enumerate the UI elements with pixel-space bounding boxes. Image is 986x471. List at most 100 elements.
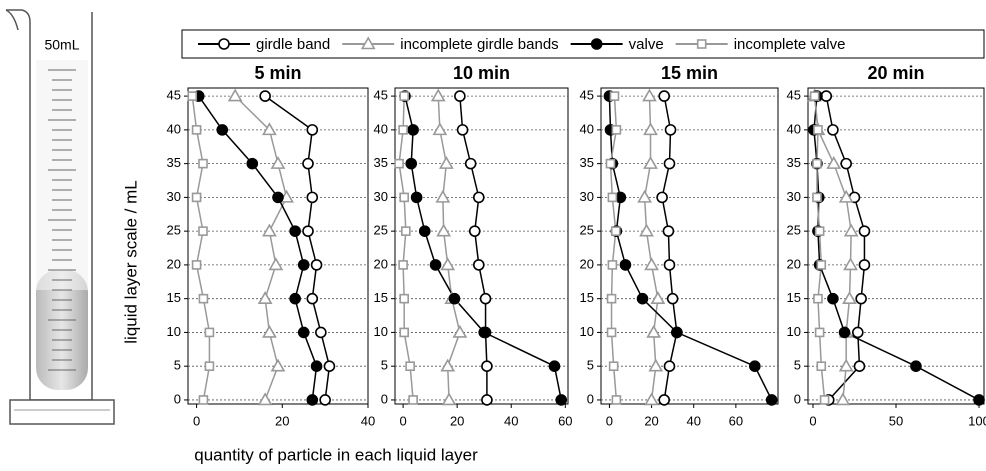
marker xyxy=(606,293,617,304)
marker xyxy=(454,90,466,102)
plot-frame xyxy=(187,87,369,405)
marker xyxy=(637,189,652,203)
marker xyxy=(642,88,657,102)
x-tick-label: 60 xyxy=(729,413,743,428)
marker xyxy=(407,124,419,136)
marker xyxy=(812,192,822,203)
marker xyxy=(398,260,408,270)
y-tick-label: 40 xyxy=(787,121,801,136)
marker xyxy=(827,124,839,136)
series-line xyxy=(643,96,659,401)
marker xyxy=(302,225,314,237)
marker xyxy=(648,358,664,372)
y-tick-label: 40 xyxy=(580,121,594,136)
marker xyxy=(187,91,198,101)
marker xyxy=(666,292,679,305)
y-tick-label: 25 xyxy=(167,223,181,238)
marker xyxy=(973,394,985,406)
y-tick-label: 25 xyxy=(374,223,388,238)
marker xyxy=(606,327,617,338)
marker xyxy=(262,122,277,136)
marker xyxy=(827,292,839,305)
y-tick-label: 15 xyxy=(167,290,181,305)
marker xyxy=(440,257,456,271)
marker xyxy=(270,358,286,372)
y-tick-label: 15 xyxy=(580,290,594,305)
marker xyxy=(656,191,668,204)
series-line xyxy=(437,96,461,400)
marker xyxy=(216,124,229,136)
marker xyxy=(663,259,676,271)
marker xyxy=(259,90,271,102)
y-tick-label: 0 xyxy=(794,391,801,406)
marker xyxy=(749,360,761,372)
x-tick-label: 0 xyxy=(809,413,816,428)
x-tick-label: 0 xyxy=(399,413,406,428)
marker xyxy=(658,394,671,406)
legend-marker xyxy=(218,38,230,50)
marker xyxy=(663,360,676,372)
x-axis-label: quantity of particle in each liquid laye… xyxy=(194,445,478,464)
chart-title: 20 min xyxy=(867,63,924,83)
marker xyxy=(306,124,319,136)
marker xyxy=(671,326,683,339)
marker xyxy=(191,260,202,270)
marker xyxy=(468,225,481,237)
legend-label: incomplete valve xyxy=(734,36,846,53)
marker xyxy=(650,291,666,304)
y-tick-label: 10 xyxy=(167,324,181,339)
marker xyxy=(198,158,208,169)
y-axis-label: liquid layer scale / mL xyxy=(121,180,140,343)
marker xyxy=(289,292,301,305)
x-tick-label: 0 xyxy=(193,413,200,428)
marker xyxy=(662,225,675,237)
y-tick-label: 40 xyxy=(167,121,181,136)
marker xyxy=(429,259,442,271)
marker xyxy=(840,157,852,170)
marker xyxy=(813,125,823,135)
cylinder-label: 50mL xyxy=(44,37,79,53)
y-tick-label: 0 xyxy=(381,391,388,406)
marker xyxy=(838,326,851,339)
series-line xyxy=(813,96,826,401)
marker xyxy=(323,360,336,372)
marker xyxy=(852,326,864,339)
marker xyxy=(257,392,273,406)
y-tick-label: 35 xyxy=(167,155,181,170)
marker xyxy=(270,156,286,169)
y-tick-label: 0 xyxy=(587,391,594,406)
marker xyxy=(262,223,277,237)
marker xyxy=(310,259,323,271)
marker xyxy=(306,394,319,406)
marker xyxy=(555,394,568,406)
marker xyxy=(405,361,415,371)
y-tick-label: 0 xyxy=(174,391,181,406)
plot-frame xyxy=(600,87,779,405)
y-tick-label: 10 xyxy=(374,324,388,339)
y-tick-label: 45 xyxy=(374,88,388,103)
marker xyxy=(826,156,842,169)
x-tick-label: 40 xyxy=(361,413,375,428)
marker xyxy=(306,292,319,305)
marker xyxy=(479,292,492,305)
x-tick-label: 40 xyxy=(686,413,700,428)
y-tick-label: 45 xyxy=(167,88,181,103)
marker xyxy=(838,189,854,203)
marker xyxy=(319,394,331,406)
y-tick-label: 5 xyxy=(381,358,388,373)
marker xyxy=(289,225,301,237)
marker xyxy=(812,158,822,169)
marker xyxy=(418,225,431,237)
x-tick-label: 100 xyxy=(968,413,986,428)
y-tick-label: 40 xyxy=(374,121,388,136)
marker xyxy=(438,156,454,169)
y-tick-label: 30 xyxy=(374,189,388,204)
series-line xyxy=(459,96,488,400)
marker xyxy=(646,324,662,338)
series-line xyxy=(608,96,773,401)
series-line xyxy=(191,96,211,401)
legend-marker xyxy=(696,39,707,49)
y-tick-label: 20 xyxy=(167,256,181,271)
y-tick-label: 5 xyxy=(587,358,594,373)
series-line xyxy=(813,96,980,401)
